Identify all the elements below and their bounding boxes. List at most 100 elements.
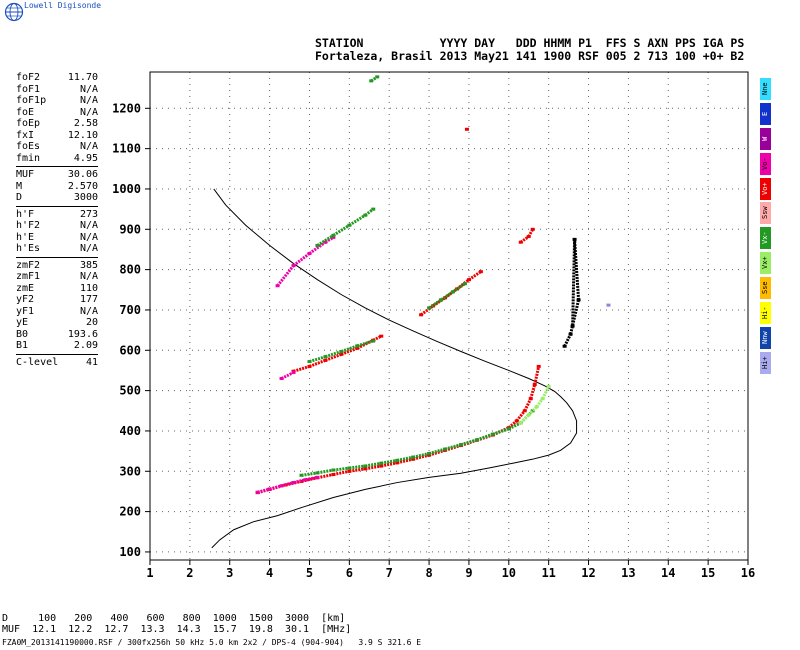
legend-label: Hi+ <box>761 356 769 370</box>
legend-swatch: Nne <box>760 78 771 100</box>
param-name: zmF2 <box>16 259 41 271</box>
echo-trace-segment <box>292 252 311 267</box>
echo-trace-segment <box>309 355 326 364</box>
param-row: yF1 N/A <box>16 306 98 318</box>
param-name: fxI <box>16 129 35 141</box>
echo-trace-segment <box>476 433 494 442</box>
legend-swatch: E <box>760 102 771 125</box>
y-tick-label: 700 <box>119 303 141 317</box>
echo-trace-segment <box>276 264 295 287</box>
echo-trace-segment <box>349 467 366 473</box>
param-name: h'Es <box>16 243 41 254</box>
y-tick-label: 1100 <box>112 142 141 156</box>
legend-label: Nnw <box>761 331 769 345</box>
echo-trace-segment <box>492 426 510 437</box>
param-value: 273 <box>79 208 98 220</box>
echo-trace-segment <box>285 479 302 487</box>
x-tick-label: 3 <box>226 566 233 580</box>
brand-name: Lowell Digisonde <box>24 1 102 10</box>
param-value: 20 <box>85 317 98 328</box>
globe-logo-icon <box>4 2 24 22</box>
param-name: C-level <box>16 356 59 368</box>
echo-trace-segment <box>571 239 577 327</box>
legend-swatch: Vo- <box>760 152 771 175</box>
param-value: 385 <box>79 259 98 271</box>
param-row: M 2.570 <box>16 181 98 193</box>
echo-trace-segment <box>317 468 334 475</box>
echo-trace-segment <box>563 333 572 347</box>
legend-label: Nne <box>761 82 769 96</box>
param-row: zmF1 N/A <box>16 271 98 283</box>
param-name: B1 <box>16 340 29 351</box>
echo-point <box>291 370 296 374</box>
param-value: 30.06 <box>67 169 98 180</box>
echo-trace-segment <box>569 299 581 335</box>
echo-trace-segment <box>356 338 374 350</box>
echo-trace-segment <box>515 409 526 422</box>
echo-trace-segment <box>380 458 398 465</box>
param-row: yE 20 <box>16 317 98 329</box>
y-tick-label: 1000 <box>112 182 141 196</box>
x-tick-label: 14 <box>661 566 675 580</box>
param-row: fxI 12.10 <box>16 130 98 142</box>
param-name: M <box>16 180 23 192</box>
param-name: D <box>16 192 23 203</box>
parameter-table: foF2 11.70 foF1 N/A foF1p N/A foE N/A foEp 2.58 fx… <box>16 72 98 368</box>
param-row: yF2 177 <box>16 294 98 306</box>
legend-swatch: Ssw <box>760 202 771 225</box>
echo-point <box>570 324 575 328</box>
file-footer: FZA0M_2013141190000.RSF / 300fx256h 50 k… <box>2 638 422 647</box>
param-name: foE <box>16 106 35 118</box>
param-value: 193.6 <box>67 328 98 340</box>
param-name: yF1 <box>16 305 35 317</box>
y-tick-label: 300 <box>119 464 141 478</box>
legend-swatch: Vx+ <box>760 252 771 275</box>
legend-swatch: Hi+ <box>760 351 771 374</box>
echo-trace-segment <box>332 223 351 237</box>
param-name: foF2 <box>16 72 41 83</box>
x-tick-label: 10 <box>502 566 516 580</box>
echo-trace-segment <box>324 352 342 362</box>
param-row: B0 193.6 <box>16 329 98 341</box>
param-value: 12.10 <box>67 129 98 141</box>
param-name: foEs <box>16 141 41 152</box>
echo-trace-segment <box>308 240 327 255</box>
muf-distance-row: D 100 200 400 600 800 1000 1500 3000 [km… <box>2 613 346 624</box>
x-tick-label: 11 <box>541 566 555 580</box>
param-value: N/A <box>79 83 98 95</box>
echo-trace-segment <box>280 371 295 380</box>
echo-trace-segment <box>301 471 318 477</box>
electron-density-profile-line <box>211 188 578 549</box>
param-value: 110 <box>79 282 98 294</box>
echo-trace-segment <box>293 364 310 373</box>
param-row: h'F2 N/A <box>16 220 98 232</box>
muf-table: D 100 200 400 600 800 1000 1500 3000 [km… <box>2 613 351 635</box>
echo-trace-segment <box>523 398 533 412</box>
param-name: yE <box>16 317 29 328</box>
echo-trace-segment <box>573 239 581 300</box>
x-tick-label: 1 <box>146 566 153 580</box>
y-tick-label: 1200 <box>112 101 141 115</box>
param-value: N/A <box>79 231 98 243</box>
param-name: foEp <box>16 118 41 129</box>
param-row: foE N/A <box>16 107 98 119</box>
echo-trace-segment <box>529 384 537 400</box>
x-tick-label: 6 <box>346 566 353 580</box>
echo-point <box>546 385 551 389</box>
echo-trace-segment <box>348 213 367 227</box>
x-tick-label: 16 <box>741 566 755 580</box>
legend-label: Vo- <box>761 157 769 170</box>
x-tick-label: 4 <box>266 566 273 580</box>
param-name: zmF1 <box>16 271 41 282</box>
echo-trace-segment <box>356 339 374 348</box>
legend-label: E <box>761 111 769 116</box>
echo-trace-segment <box>365 464 382 471</box>
echo-trace-segment <box>507 419 518 429</box>
echo-point <box>478 270 483 274</box>
param-value: 3000 <box>73 192 98 203</box>
x-tick-label: 2 <box>186 566 193 580</box>
param-row: C-level 41 <box>16 357 98 369</box>
echo-trace-segment <box>333 469 350 476</box>
echo-point <box>371 339 376 343</box>
echo-trace-segment <box>396 457 414 465</box>
